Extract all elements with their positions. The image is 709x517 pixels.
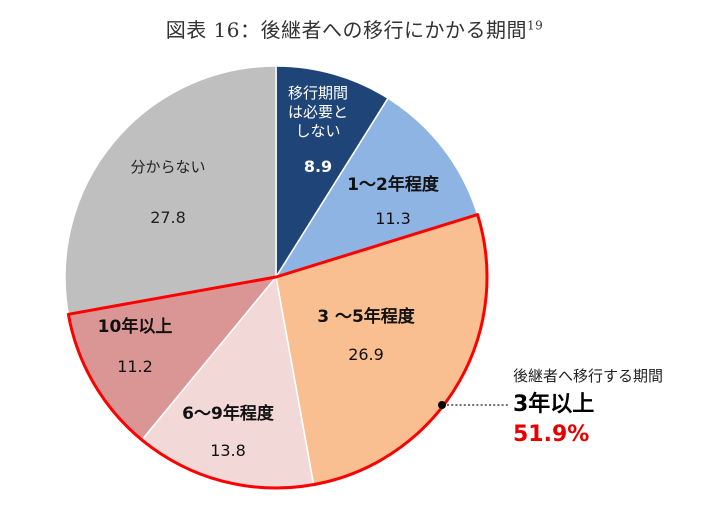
callout: 後継者へ移行する期間 3年以上 51.9% (438, 367, 663, 447)
slice-label: 1～2年程度 (347, 174, 440, 195)
slice-label: 6～9年程度 (182, 403, 275, 424)
callout-label: 3年以上 (513, 391, 594, 417)
callout-caption: 後継者へ移行する期間 (513, 367, 663, 385)
slice-value: 11.2 (117, 357, 153, 376)
slice-label: 分からない (130, 158, 205, 176)
chart-title: 図表 16：後継者への移行にかかる期間19 (0, 14, 709, 43)
pie-slices (64, 65, 488, 489)
slice-value: 26.9 (348, 345, 384, 364)
title-footnote: 19 (527, 18, 544, 33)
slice-label: 移行期間は必要としない (288, 84, 348, 140)
pie-slice (274, 97, 479, 279)
slice-value: 13.8 (210, 441, 246, 460)
slice-value: 8.9 (304, 157, 332, 176)
callout-value: 51.9% (513, 422, 589, 447)
slice-label: 3 ～5年程度 (317, 306, 416, 327)
slice-value: 11.3 (375, 209, 411, 228)
slice-label: 10年以上 (98, 316, 173, 337)
chart-title-text: 図表 16：後継者への移行にかかる期間 (165, 18, 528, 42)
pie-slice (64, 65, 277, 316)
pie-slice (275, 65, 390, 280)
callout-dot (438, 401, 446, 409)
pie-labels: 移行期間は必要としない 8.9 1～2年程度 11.3 3 ～5年程度 26.9 6～9年程… (98, 84, 440, 460)
slice-value: 27.8 (150, 208, 186, 227)
highlight-outline (66, 213, 489, 490)
